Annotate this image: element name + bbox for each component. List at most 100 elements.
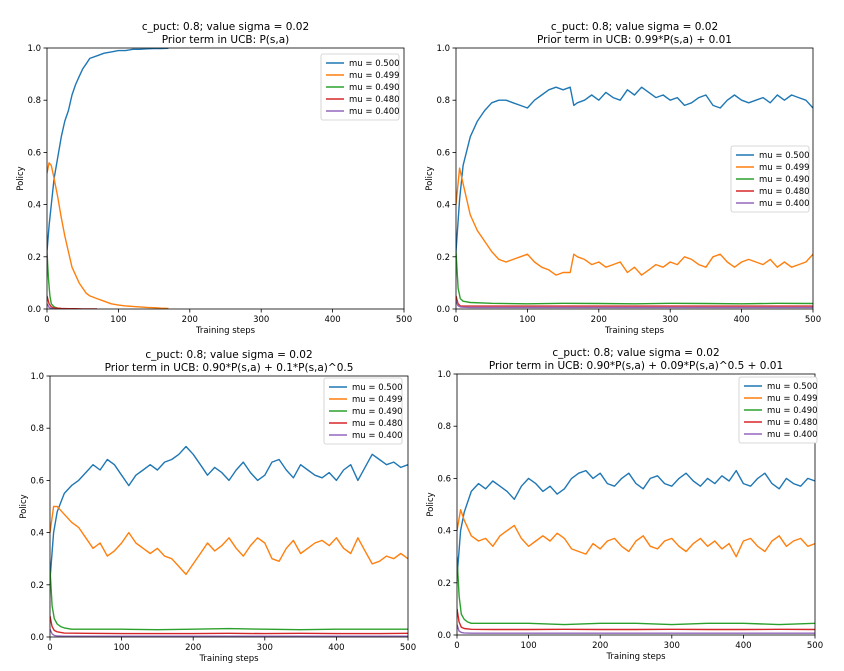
series-line-5 [457, 624, 815, 634]
chart-title: c_puct: 0.8; value sigma = 0.02 [142, 21, 309, 33]
x-tick-label: 100 [520, 641, 536, 651]
legend-entry: mu = 0.480 [767, 418, 818, 428]
series-line-3 [456, 251, 813, 305]
legend-entry: mu = 0.499 [352, 395, 403, 405]
chart-title: c_puct: 0.8; value sigma = 0.02 [145, 349, 312, 361]
legend-entry: mu = 0.500 [352, 383, 403, 393]
legend-entry: mu = 0.490 [759, 175, 810, 185]
y-tick-label: 0.0 [437, 631, 451, 641]
x-tick-label: 200 [182, 315, 198, 325]
x-tick-label: 500 [807, 641, 823, 651]
y-axis-label: Policy [16, 166, 26, 190]
series-line-1 [50, 445, 408, 580]
axes-frame [456, 373, 816, 636]
x-tick-label: 400 [733, 315, 749, 325]
x-tick-label: 0 [454, 641, 459, 651]
y-tick-label: 0.6 [30, 476, 44, 486]
y-axis-label: Policy [426, 492, 436, 516]
x-tick-label: 300 [664, 641, 680, 651]
legend-box [738, 376, 818, 444]
x-tick-label: 500 [805, 315, 821, 325]
y-tick-label: 0.2 [437, 579, 451, 589]
legend-box [730, 145, 810, 213]
legend-box [323, 377, 403, 445]
y-tick-label: 0.4 [437, 527, 451, 537]
y-tick-label: 0.0 [27, 305, 41, 315]
legend: mu = 0.500 mu = 0.499 mu = 0.490 mu = 0.480… [738, 376, 818, 444]
x-tick-label: 0 [47, 643, 52, 653]
legend-entry: mu = 0.400 [349, 107, 400, 117]
series-lines [456, 86, 813, 309]
chart-title: c_puct: 0.8; value sigma = 0.02 [551, 21, 718, 33]
y-tick-label: 0.6 [27, 148, 41, 158]
legend-entry: mu = 0.490 [349, 83, 400, 93]
legend-entry: mu = 0.490 [352, 407, 403, 417]
y-tick-label: 1.0 [27, 44, 41, 54]
series-line-5 [456, 300, 813, 309]
series-line-1 [47, 48, 169, 252]
y-tick-label: 0.0 [436, 305, 450, 315]
series-line-2 [457, 509, 815, 558]
x-tick-label: 400 [324, 315, 340, 325]
x-tick-label: 200 [185, 643, 201, 653]
x-tick-label: 300 [253, 315, 269, 325]
x-tick-label: 400 [328, 643, 344, 653]
series-lines [50, 445, 408, 637]
x-axis-label: Training steps [195, 326, 256, 336]
x-axis-label: Training steps [605, 652, 666, 662]
axes-frame [46, 47, 405, 310]
y-tick-label: 0.4 [30, 529, 44, 539]
x-tick-label: 400 [735, 641, 751, 651]
series-line-4 [456, 295, 813, 307]
legend-entry: mu = 0.500 [767, 382, 818, 392]
axes-frame [455, 47, 814, 310]
y-tick-label: 0.6 [436, 148, 450, 158]
y-tick-label: 0.2 [30, 581, 44, 591]
chart-subtitle: Prior term in UCB: 0.90*P(s,a) + 0.1*P(s… [105, 362, 354, 374]
legend-entry: mu = 0.500 [759, 151, 810, 161]
legend: mu = 0.500 mu = 0.499 mu = 0.490 mu = 0.480… [320, 53, 400, 121]
chart-subtitle: Prior term in UCB: P(s,a) [162, 34, 290, 46]
legend-entry: mu = 0.480 [352, 419, 403, 429]
legend-entry: mu = 0.400 [767, 430, 818, 440]
x-tick-label: 100 [110, 315, 126, 325]
x-tick-label: 0 [453, 315, 458, 325]
legend-entry: mu = 0.480 [759, 187, 810, 197]
y-tick-label: 1.0 [436, 44, 450, 54]
legend-entry: mu = 0.480 [349, 95, 400, 105]
chart-subtitle: Prior term in UCB: 0.90*P(s,a) + 0.09*P(… [489, 360, 783, 372]
y-tick-label: 0.4 [27, 201, 41, 211]
y-tick-label: 0.0 [30, 633, 44, 643]
legend-entry: mu = 0.499 [767, 394, 818, 404]
x-tick-label: 500 [396, 315, 412, 325]
y-tick-label: 1.0 [30, 372, 44, 382]
axes-frame [49, 375, 409, 638]
legend-entry: mu = 0.400 [759, 199, 810, 209]
chart-subtitle: Prior term in UCB: 0.99*P(s,a) + 0.01 [537, 34, 732, 46]
y-tick-label: 0.8 [30, 424, 44, 434]
x-tick-label: 100 [519, 315, 535, 325]
series-line-1 [457, 469, 815, 578]
y-tick-label: 1.0 [437, 370, 451, 380]
y-tick-label: 0.4 [436, 201, 450, 211]
legend-entry: mu = 0.500 [349, 59, 400, 69]
chart-title: c_puct: 0.8; value sigma = 0.02 [552, 347, 719, 359]
x-tick-label: 300 [662, 315, 678, 325]
y-tick-label: 0.8 [437, 422, 451, 432]
series-line-2 [47, 162, 169, 309]
x-axis-label: Training steps [604, 326, 665, 336]
legend-entry: mu = 0.499 [759, 163, 810, 173]
legend: mu = 0.500 mu = 0.499 mu = 0.490 mu = 0.480… [730, 145, 810, 213]
legend-entry: mu = 0.400 [352, 431, 403, 441]
x-axis-label: Training steps [198, 654, 259, 664]
legend-entry: mu = 0.499 [349, 71, 400, 81]
legend-box [320, 53, 400, 121]
series-line-3 [50, 569, 408, 631]
series-line-3 [47, 251, 62, 309]
y-axis-label: Policy [425, 166, 435, 190]
y-tick-label: 0.2 [436, 253, 450, 263]
